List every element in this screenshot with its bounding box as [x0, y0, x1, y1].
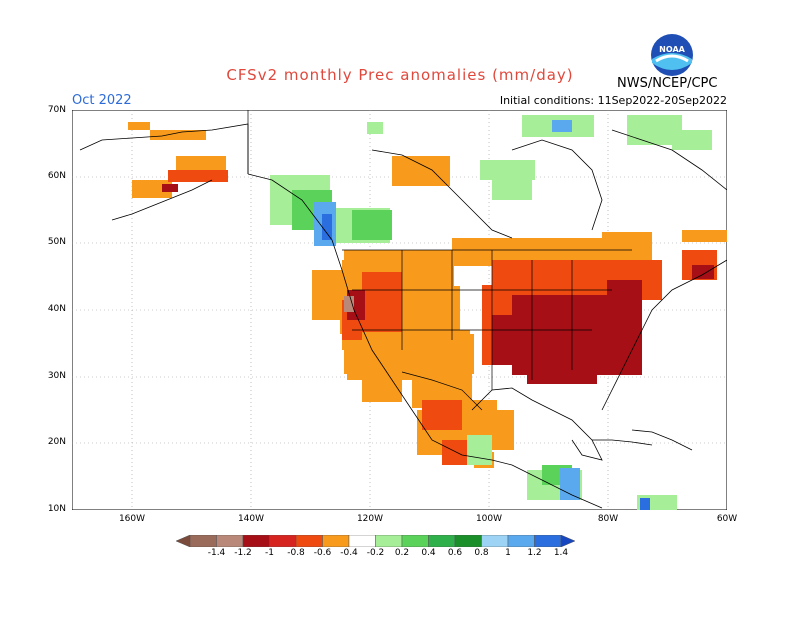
legend-swatch-low-end	[176, 535, 191, 547]
legend-swatch	[216, 535, 244, 547]
anomaly-wet-extreme	[322, 214, 650, 510]
legend-swatch	[454, 535, 482, 547]
legend-colorbar	[176, 535, 576, 547]
legend-tick-label: -1.4	[207, 548, 226, 558]
legend-tick-label: -0.2	[366, 548, 385, 558]
lon-label-140w: 140W	[237, 514, 265, 524]
legend-swatch	[269, 535, 297, 547]
legend-tick-label: -0.6	[313, 548, 332, 558]
legend-tick-label: -1.2	[234, 548, 252, 558]
lat-label-60n: 60N	[47, 171, 66, 181]
lat-label-40n: 40N	[47, 304, 66, 314]
legend-tick-label: 0.2	[394, 548, 410, 558]
forecast-month: Oct 2022	[72, 93, 132, 108]
agency-label: NWS/NCEP/CPC	[617, 76, 718, 91]
legend-tick-label: 1	[505, 548, 511, 558]
lon-label-120w: 120W	[356, 514, 384, 524]
initial-conditions: Initial conditions: 11Sep2022-20Sep2022	[499, 94, 727, 107]
political-borders	[247, 110, 632, 411]
lat-label-10n: 10N	[47, 504, 66, 514]
legend-tick-label: -0.4	[340, 548, 358, 558]
legend-swatch	[295, 535, 323, 547]
legend-tick-label: 0.6	[447, 548, 463, 558]
legend-swatch-high-end	[560, 535, 576, 547]
legend-swatch	[428, 535, 456, 547]
lat-label-30n: 30N	[47, 371, 66, 381]
lat-label-20n: 20N	[47, 437, 66, 447]
legend-tick-label: -0.8	[287, 548, 305, 558]
noaa-logo: NOAA	[651, 34, 693, 76]
legend-swatch	[481, 535, 509, 547]
lon-label-80w: 80W	[597, 514, 619, 524]
legend-swatch	[507, 535, 535, 547]
legend-swatch	[534, 535, 562, 547]
lon-label-100w: 100W	[475, 514, 503, 524]
anomaly-dry-extreme	[344, 296, 354, 312]
anomaly-dry-strong	[162, 184, 714, 384]
lat-label-70n: 70N	[47, 105, 66, 115]
legend-swatch	[189, 535, 217, 547]
legend-swatch	[242, 535, 270, 547]
logo-text: NOAA	[659, 45, 685, 54]
legend-swatch	[375, 535, 403, 547]
lon-label-160w: 160W	[118, 514, 146, 524]
lon-label-60w: 60W	[716, 514, 738, 524]
precip-anomaly-map	[72, 110, 727, 510]
legend-tick-label: 1.2	[527, 548, 542, 558]
legend-tick-label: 0.8	[474, 548, 489, 558]
coastlines	[79, 123, 727, 509]
lat-label-50n: 50N	[47, 237, 66, 247]
legend-tick-label: 0.4	[421, 548, 436, 558]
legend-tick-label: -1	[265, 548, 274, 558]
legend-swatch	[401, 535, 429, 547]
legend-swatch	[348, 535, 376, 547]
legend-tick-label: 1.4	[553, 548, 569, 558]
map-title: CFSv2 monthly Prec anomalies (mm/day)	[226, 66, 574, 84]
legend-swatch	[322, 535, 350, 547]
